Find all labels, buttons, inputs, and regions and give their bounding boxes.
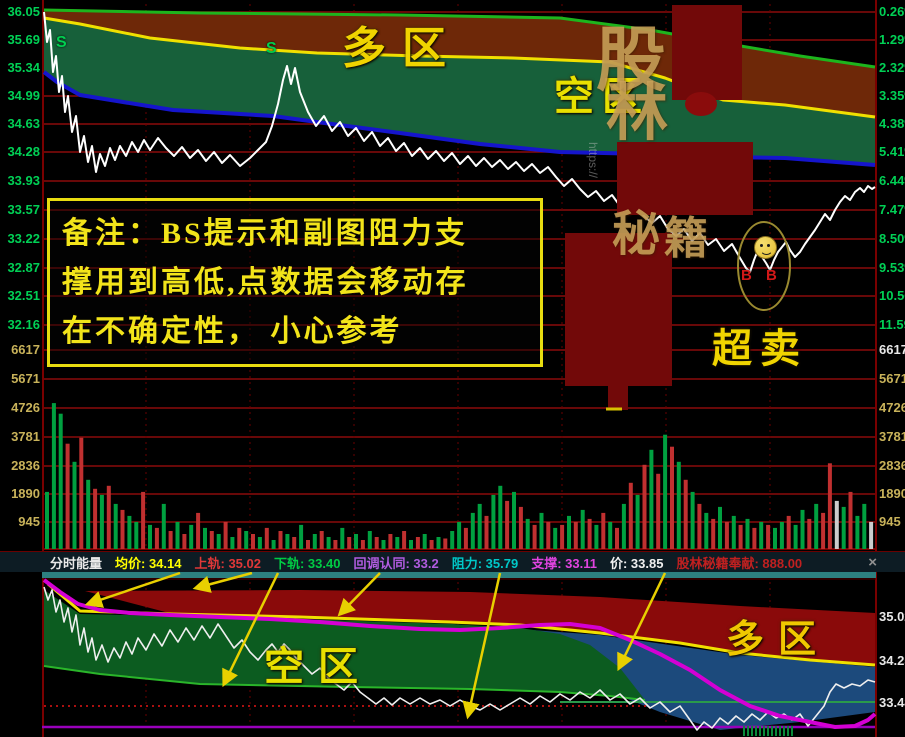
price-axis-label: 32.87 — [7, 260, 40, 275]
teal-separator — [42, 571, 876, 578]
status-item-价: 价: 33.85 — [609, 555, 664, 571]
pct-axis-label: 11.59% — [879, 317, 905, 332]
volume-axis-label: 945 — [18, 514, 40, 529]
smiley-face-icon — [754, 236, 777, 259]
price-axis-label: 35.34 — [7, 60, 40, 75]
volume-axis-label: 4726 — [11, 400, 40, 415]
volume-axis-label: 1890 — [11, 486, 40, 501]
pct-axis-label: 2.32% — [879, 60, 905, 75]
oversold-label: 超卖 — [712, 327, 808, 371]
sell-signal-marker: S — [266, 40, 277, 57]
pct-axis-label: 9.53% — [879, 260, 905, 275]
price-axis-label: 32.51 — [7, 288, 40, 303]
price-axis-label: 33.22 — [7, 231, 40, 246]
bear-zone-label-top: 空区 — [554, 75, 650, 119]
close-icon[interactable]: × — [868, 553, 877, 571]
pct-axis-label: 5.41% — [879, 144, 905, 159]
pct-axis-label: 3.35% — [879, 88, 905, 103]
pct-axis-label: 10.56% — [879, 288, 905, 303]
status-item-回调认同: 回调认同: 33.2 — [353, 555, 439, 571]
pointer-arrows — [84, 571, 667, 720]
volume-axis-label: 945 — [879, 514, 901, 529]
sell-signal-marker: S — [56, 34, 67, 51]
status-item-title: 分时能量 — [50, 555, 103, 571]
buy-signal-marker: B — [741, 267, 752, 284]
volume-axis-label: 4726 — [879, 400, 905, 415]
price-axis-label: 33.57 — [7, 202, 40, 217]
pct-axis-label: 4.38% — [879, 116, 905, 131]
redacted-blocks — [565, 5, 753, 411]
status-item-支撑: 支撑: 33.11 — [531, 555, 597, 571]
buy-signal-marker: B — [766, 267, 777, 284]
price-axis-label: 33.93 — [7, 173, 40, 188]
price-axis-label: 32.16 — [7, 317, 40, 332]
watermark-character: 秘 — [612, 208, 661, 261]
status-item-阻力: 阻力: 35.79 — [451, 555, 519, 571]
price-axis-label: 34.28 — [7, 144, 40, 159]
status-item-上轨: 上轨: 35.02 — [194, 555, 261, 571]
volume-axis-label: 6617 — [11, 342, 40, 357]
top-price-bands — [42, 8, 876, 167]
volume-axis-label: 5671 — [879, 371, 905, 386]
pct-axis-label: 6.44% — [879, 173, 905, 188]
note-line-2: 撑用到高低,点数据会移动存 — [62, 266, 469, 299]
watermark-url-text: https:// — [586, 142, 600, 179]
bull-zone-label-top: 多区 — [342, 24, 462, 73]
status-item-股林秘籍奉献: 股林秘籍奉献: 888.00 — [676, 555, 803, 571]
price-axis-label: 35.69 — [7, 32, 40, 47]
status-item-均价: 均价: 34.14 — [115, 555, 182, 571]
price-axis-label: 36.05 — [7, 4, 40, 19]
bull-zone-label-bottom: 多区 — [726, 619, 831, 661]
volume-axis-label: 5671 — [11, 371, 40, 386]
price-axis-label: 34.63 — [7, 116, 40, 131]
volume-bars — [45, 403, 874, 549]
watermark-character: 林 — [606, 80, 669, 148]
note-line-1: 备注：BS提示和副图阻力支 — [62, 217, 468, 250]
volume-axis-label: 2836 — [879, 458, 905, 473]
annotation-note-box: 备注：BS提示和副图阻力支 撑用到高低,点数据会移动存 在不确定性， 小心参考 — [47, 198, 543, 367]
volume-axis-label: 3781 — [879, 429, 905, 444]
pct-axis-label: 8.50% — [879, 231, 905, 246]
volume-axis-label: 2836 — [11, 458, 40, 473]
status-item-下轨: 下轨: 33.40 — [273, 555, 341, 571]
bear-zone-label-bottom: 空区 — [264, 645, 372, 689]
indicator-status-bar: 分时能量 均价: 34.14 上轨: 35.02 下轨: 33.40 回调认同: 33.… — [0, 551, 905, 572]
pct-axis-label: 7.47% — [879, 202, 905, 217]
price-line — [43, 11, 876, 273]
pct-axis-label: 1.29% — [879, 32, 905, 47]
volume-axis-label: 3781 — [11, 429, 40, 444]
watermark-character: 籍 — [664, 214, 708, 263]
indicator-axis-label: 34.25 — [879, 653, 905, 668]
watermark-character: 股 — [596, 23, 666, 100]
pct-axis-label: 0.26% — [879, 4, 905, 19]
volume-axis-label: 1890 — [879, 486, 905, 501]
indicator-axis-label: 33.48 — [879, 695, 905, 710]
note-line-3: 在不确定性， 小心参考 — [62, 315, 403, 348]
volume-axis-label: 6617 — [879, 342, 905, 357]
price-axis-label: 34.99 — [7, 88, 40, 103]
bottom-indicator-bands — [42, 578, 877, 736]
indicator-axis-label: 35.02 — [879, 609, 905, 624]
double-bottom-highlight-ellipse — [737, 221, 791, 311]
